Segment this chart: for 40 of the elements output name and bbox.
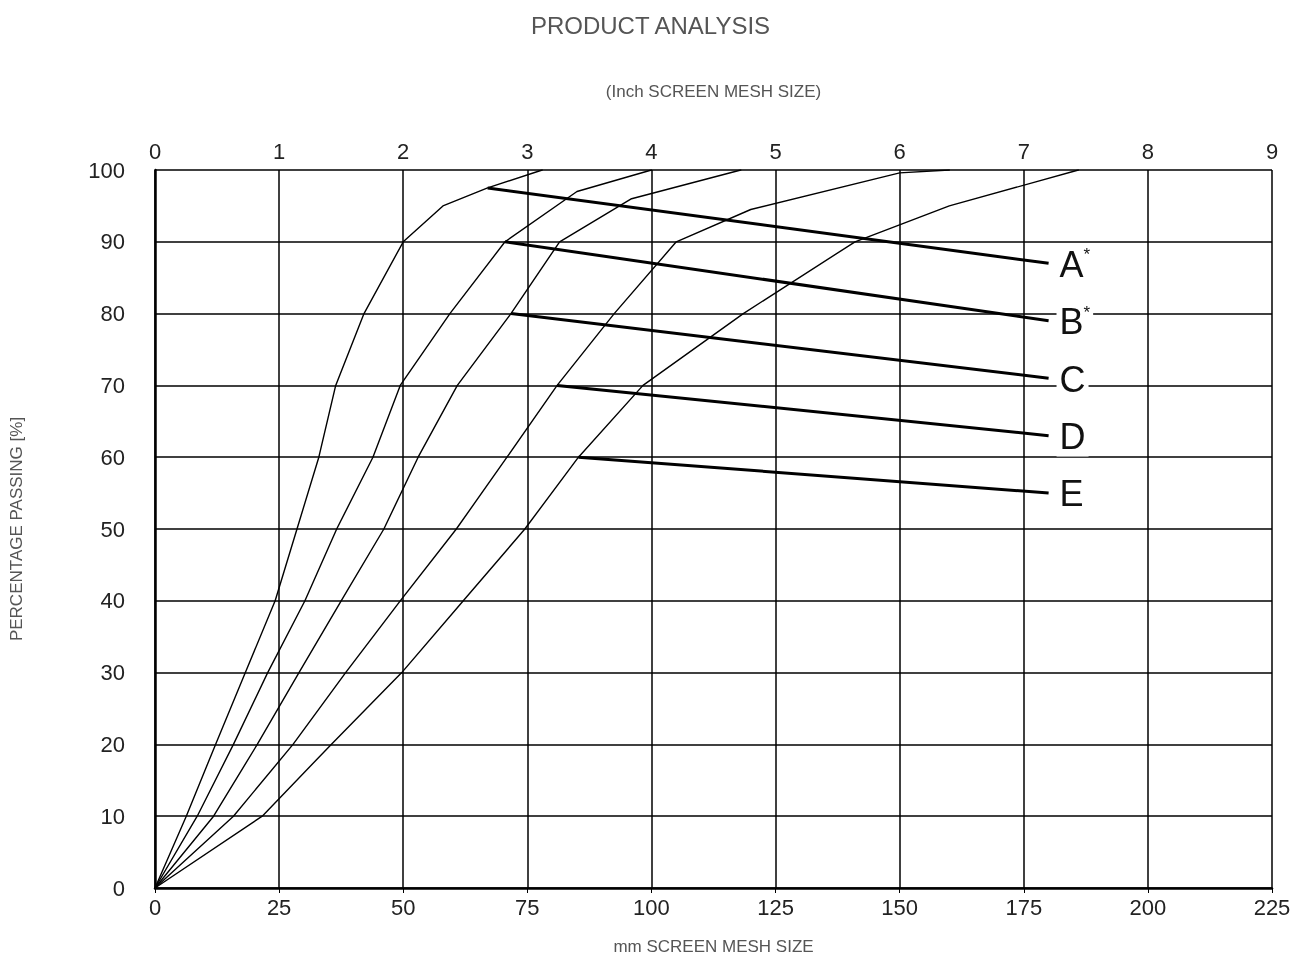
y-tick-label: 40 [100,588,125,614]
x-tick-label: 75 [515,894,540,920]
x2-tick-label: 8 [1141,138,1155,164]
y-axis-title: PERCENTAGE PASSING [%] [7,416,26,642]
x-tick-label: 125 [757,894,794,920]
chart-title: PRODUCT ANALYSIS [530,11,771,39]
x2-tick-label: 4 [645,138,658,164]
x2-tick-label: 7 [1017,138,1030,164]
y-tick-label: 20 [100,731,125,757]
x-tick-label: 150 [881,894,919,920]
x2-tick-label: 1 [272,138,286,164]
y-tick-label: 30 [100,660,125,686]
x-tick-label: 100 [633,894,670,920]
y-tick-label: 0 [112,875,125,901]
x-tick-label: 25 [266,894,292,920]
x2-tick-label: 3 [521,138,534,164]
y-tick-label: 70 [100,372,125,398]
y-tick-label: 60 [100,444,125,470]
y-tick-label: 100 [88,157,125,183]
x2-tick-label: 6 [893,138,906,164]
text: C [1059,358,1086,400]
x-axis-title: mm SCREEN MESH SIZE [613,937,814,956]
x2-tick-label: 2 [397,138,410,164]
x-tick-label: 225 [1253,894,1291,920]
x-tick-label: 50 [390,894,416,920]
x2-tick-label: 9 [1265,138,1279,164]
y-tick-label: 10 [100,803,125,829]
text: B* [1059,301,1091,343]
x-tick-label: 0 [148,894,162,920]
text: D [1059,415,1086,457]
y-tick-label: 50 [100,516,125,542]
x-tick-label: 175 [1005,894,1043,920]
x2-tick-label: 5 [769,138,782,164]
x-tick-label: 200 [1129,894,1167,920]
text: A* [1059,243,1091,285]
y-tick-label: 80 [100,301,125,327]
y-tick-label: 90 [100,229,125,255]
x2-tick-label: 0 [148,138,162,164]
text: E [1059,473,1084,515]
x2-axis-title: (Inch SCREEN MESH SIZE) [605,82,822,101]
